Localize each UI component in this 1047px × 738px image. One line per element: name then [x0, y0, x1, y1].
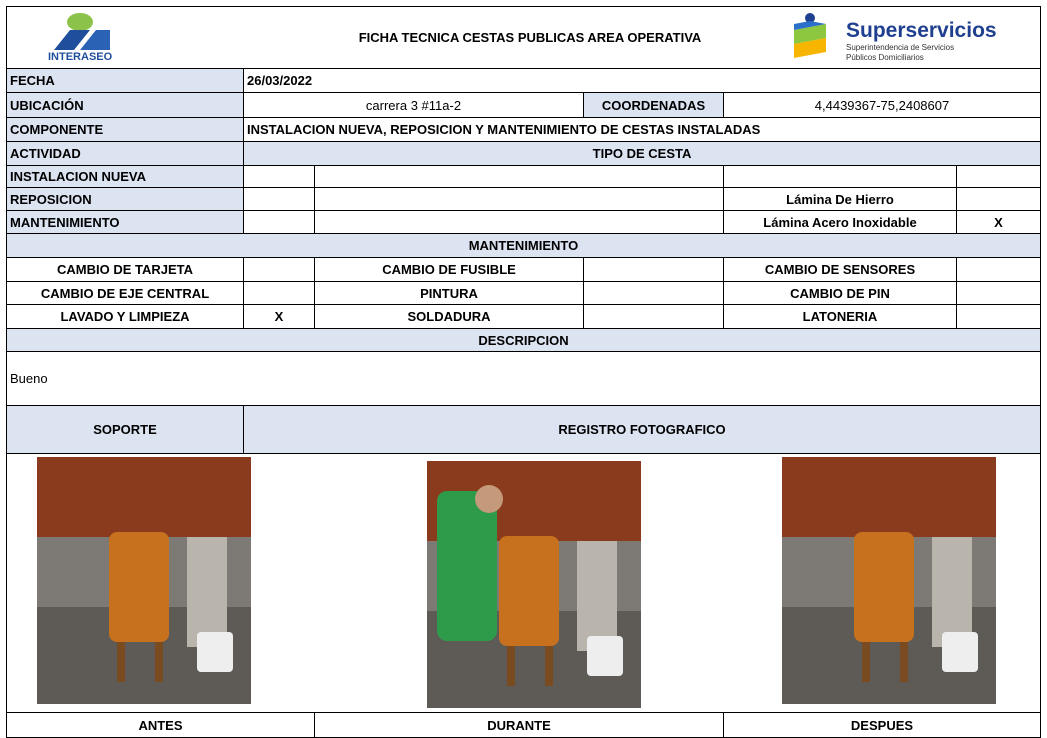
check-cell: [243, 210, 315, 234]
photo-shape: [499, 536, 559, 646]
field-value: 26/03/2022: [243, 68, 1041, 93]
photo-shape: [155, 642, 163, 682]
photo-caption: DESPUES: [723, 712, 1041, 738]
check-cell: [583, 304, 724, 329]
logo-subtext: Superintendencia de Servicios: [846, 43, 954, 52]
maintenance-item: LATONERIA: [723, 304, 957, 329]
field-label: COMPONENTE: [6, 117, 244, 142]
check-cell: [243, 187, 315, 211]
basket-type: Lámina De Hierro: [723, 187, 957, 211]
activity-label: REPOSICION: [6, 187, 244, 211]
activity-label: INSTALACION NUEVA: [6, 165, 244, 188]
section-header: DESCRIPCION: [6, 328, 1041, 352]
photo-shape: [854, 532, 914, 642]
section-header: SOPORTE: [6, 405, 244, 454]
logo-shape: [80, 30, 110, 50]
check-cell: [583, 281, 724, 305]
photo: [37, 457, 251, 704]
field-value: carrera 3 #11a-2: [243, 92, 584, 118]
blank-cell: [314, 210, 724, 234]
photo-shape: [507, 646, 515, 686]
maintenance-item: SOLDADURA: [314, 304, 584, 329]
photo-shape: [932, 537, 972, 647]
check-cell: X: [956, 210, 1041, 234]
field-value: 4,4439367-75,2408607: [723, 92, 1041, 118]
logo-shape: [794, 24, 826, 44]
maintenance-item: CAMBIO DE SENSORES: [723, 257, 957, 282]
basket-type: Lámina Acero Inoxidable: [723, 210, 957, 234]
photo-shape: [475, 485, 503, 513]
photo-caption: DURANTE: [314, 712, 724, 738]
field-label: FECHA: [6, 68, 244, 93]
photo-shape: [437, 491, 497, 641]
blank-cell: [723, 165, 957, 188]
check-cell: [243, 281, 315, 305]
check-cell: X: [243, 304, 315, 329]
check-cell: [956, 165, 1041, 188]
photo-shape: [117, 642, 125, 682]
logo-shape: [794, 21, 826, 30]
photo-shape: [109, 532, 169, 642]
section-header: MANTENIMIENTO: [6, 233, 1041, 258]
logo-shape: [67, 13, 93, 31]
photo: [782, 457, 996, 704]
maintenance-item: CAMBIO DE PIN: [723, 281, 957, 305]
check-cell: [956, 304, 1041, 329]
photo-shape: [187, 537, 227, 647]
field-value: INSTALACION NUEVA, REPOSICION Y MANTENIM…: [243, 117, 1041, 142]
field-label: ACTIVIDAD: [6, 141, 244, 166]
maintenance-item: CAMBIO DE EJE CENTRAL: [6, 281, 244, 305]
check-cell: [583, 257, 724, 282]
field-label: COORDENADAS: [583, 92, 724, 118]
logo-right: Superservicios Superintendencia de Servi…: [794, 13, 997, 62]
check-cell: [243, 165, 315, 188]
photo-caption: ANTES: [6, 712, 315, 738]
section-header: TIPO DE CESTA: [243, 141, 1041, 166]
photo-shape: [577, 541, 617, 651]
activity-label: MANTENIMIENTO: [6, 210, 244, 234]
logo-shape: [54, 30, 90, 50]
photo-shape: [37, 457, 251, 537]
photo-shape: [587, 636, 623, 676]
check-cell: [956, 187, 1041, 211]
logo-left: INTERASEO: [48, 13, 113, 63]
section-header: REGISTRO FOTOGRAFICO: [243, 405, 1041, 454]
logo-shape: [794, 38, 826, 58]
logo-shape: [805, 13, 815, 23]
logo-subtext: Públicos Domiciliarios: [846, 53, 924, 62]
photo-shape: [545, 646, 553, 686]
photo-shape: [782, 457, 996, 537]
maintenance-item: LAVADO Y LIMPIEZA: [6, 304, 244, 329]
logo-text: INTERASEO: [48, 51, 113, 63]
photo-shape: [900, 642, 908, 682]
blank-cell: [314, 187, 724, 211]
maintenance-item: PINTURA: [314, 281, 584, 305]
photo: [427, 461, 641, 708]
maintenance-item: CAMBIO DE TARJETA: [6, 257, 244, 282]
photo-shape: [197, 632, 233, 672]
check-cell: [956, 281, 1041, 305]
photo-shape: [862, 642, 870, 682]
field-label: UBICACIÓN: [6, 92, 244, 118]
description: Bueno: [6, 351, 1041, 406]
blank-cell: [314, 165, 724, 188]
logo-text: Superservicios: [846, 19, 997, 42]
title: FICHA TECNICA CESTAS PUBLICAS AREA OPERA…: [358, 30, 702, 45]
check-cell: [956, 257, 1041, 282]
check-cell: [243, 257, 315, 282]
maintenance-item: CAMBIO DE FUSIBLE: [314, 257, 584, 282]
photo-shape: [942, 632, 978, 672]
